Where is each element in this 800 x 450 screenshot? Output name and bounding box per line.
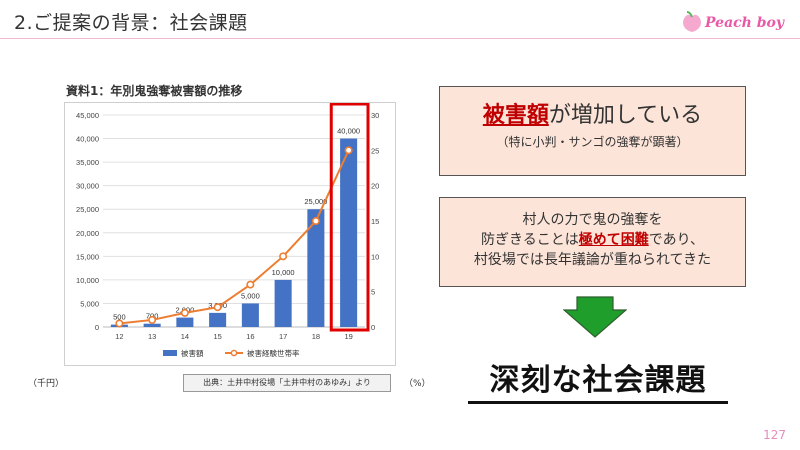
y-right-tick-label: 15: [371, 217, 379, 226]
y-left-tick-label: 20,000: [76, 229, 99, 238]
household-rate-point: [344, 146, 353, 155]
slide-title: 2.ご提案の背景：社会課題: [14, 12, 248, 34]
background-line-2-post: であり、: [648, 232, 705, 248]
x-tick-label: 16: [246, 332, 254, 341]
y-right-tick-label: 25: [371, 146, 379, 155]
household-rate-point: [180, 308, 189, 317]
x-tick-label: 17: [279, 332, 287, 341]
conclusion-heading: 深刻な社会課題: [468, 355, 728, 404]
chart-frame: 0 5,000 10,000 15,000 20,000 25,000 30,000 35,0…: [64, 102, 396, 366]
y-left-tick-label: 15,000: [76, 252, 99, 261]
y-right-tick-label: 5: [371, 288, 375, 297]
y-left-tick-label: 10,000: [76, 276, 99, 285]
x-tick-label: 14: [181, 332, 189, 341]
page-number: 127: [763, 428, 786, 442]
brand-logo: Peach boy: [683, 11, 784, 34]
bar-19: [340, 138, 358, 327]
x-tick-label: 18: [312, 332, 320, 341]
y-left-tick-label: 45,000: [76, 111, 99, 120]
y-right-tick-label: 30: [371, 111, 379, 120]
bar-data-label: 500: [113, 313, 126, 322]
household-rate-point: [213, 303, 222, 312]
x-tick-label: 19: [344, 332, 352, 341]
bar-13: [143, 323, 161, 327]
legend-line-marker: [230, 349, 238, 357]
legend-bar-swatch: [163, 350, 177, 356]
y-left-tick-label: 25,000: [76, 205, 99, 214]
title-divider: [0, 38, 800, 39]
background-line-1: 村人の力で鬼の強奪を: [522, 212, 663, 228]
y-left-tick-label: 40,000: [76, 135, 99, 144]
bar-14: [176, 317, 194, 327]
background-emphasis: 極めて困難: [578, 232, 649, 248]
legend-bar-label: 被害額: [181, 348, 204, 358]
household-rate-point: [148, 315, 157, 324]
right-axis-unit: （%）: [404, 379, 431, 389]
household-rate-point: [115, 319, 124, 328]
key-point-headline: 被害額が増加している: [440, 101, 745, 131]
key-point-rest: が増加している: [548, 103, 703, 128]
bar-16: [241, 303, 259, 327]
down-arrow-icon: [563, 296, 627, 338]
source-note: 出典：土井中村役場「土井中村のあゆみ」より: [183, 374, 391, 392]
brand-name: Peach boy: [705, 15, 784, 31]
x-tick-label: 12: [115, 332, 123, 341]
y-right-tick-label: 10: [371, 252, 379, 261]
peach-icon: [683, 11, 701, 32]
x-tick-label: 15: [213, 332, 221, 341]
bar-18: [307, 209, 325, 327]
y-left-tick-label: 35,000: [76, 158, 99, 167]
household-rate-point: [246, 280, 255, 289]
y-right-tick-label: 20: [371, 182, 379, 191]
key-point-emphasis: 被害額: [482, 103, 549, 128]
household-rate-line: [119, 149, 350, 325]
key-point-note: （特に小判・サンゴの強奪が顕著）: [496, 135, 689, 149]
left-axis-unit: （千円）: [28, 379, 65, 389]
background-box: 村人の力で鬼の強奪を 防ぎきることは極めて困難であり、 村役場では長年議論が重ね…: [439, 197, 746, 287]
bar-data-label: 10,000: [272, 268, 295, 277]
y-left-tick-label: 30,000: [76, 182, 99, 191]
household-rate-point: [311, 217, 320, 226]
bar-data-label: 40,000: [337, 127, 360, 136]
y-left-tick-label: 0: [95, 323, 99, 332]
bar-17: [274, 279, 292, 327]
y-left-tick-label: 5,000: [80, 299, 99, 308]
x-tick-label: 13: [148, 332, 156, 341]
highlight-box: [329, 103, 370, 332]
background-line-3: 村役場では長年議論が重ねられてきた: [473, 252, 712, 268]
y-right-tick-label: 0: [371, 323, 375, 332]
chart-title: 資料1：年別鬼強奪被害額の推移: [66, 84, 243, 98]
key-point-box: 被害額が増加している （特に小判・サンゴの強奪が顕著）: [439, 86, 746, 176]
background-line-2: 防ぎきることは極めて困難であり、: [440, 230, 745, 250]
bar-15: [209, 312, 227, 327]
legend-line-label: 被害経験世帯率: [247, 348, 300, 358]
bar-data-label: 5,000: [241, 291, 260, 300]
household-rate-point: [279, 252, 288, 261]
bar-data-label: 25,000: [304, 197, 327, 206]
background-line-2-pre: 防ぎきることは: [480, 232, 579, 248]
damage-chart: 0 5,000 10,000 15,000 20,000 25,000 30,000 35,0…: [76, 103, 379, 358]
